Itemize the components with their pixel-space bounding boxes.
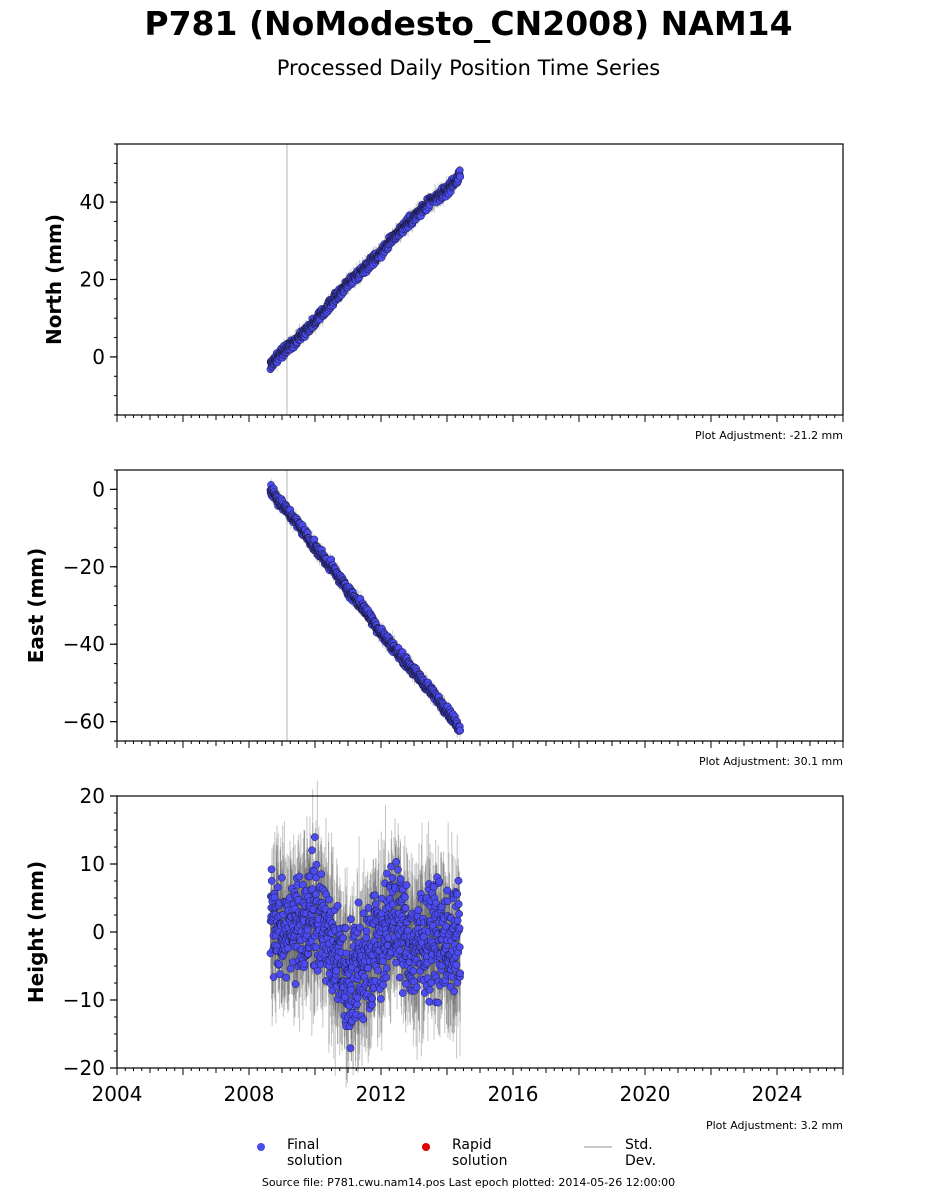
y-tick-label: −20 <box>63 555 105 579</box>
data-point <box>269 973 278 981</box>
data-point <box>282 973 290 982</box>
data-point <box>313 966 322 975</box>
data-point <box>267 877 276 885</box>
east-data-points <box>266 481 465 735</box>
data-point <box>308 846 316 855</box>
y-tick-label: 20 <box>80 268 105 292</box>
data-point <box>456 726 465 735</box>
data-point <box>300 959 309 968</box>
data-point <box>303 926 312 934</box>
data-point <box>310 833 319 841</box>
chart-title: P781 (NoModesto_CN2008) NAM14 <box>144 4 793 43</box>
data-point <box>312 860 321 869</box>
data-point <box>273 883 282 892</box>
data-point <box>286 964 295 973</box>
chart-subtitle: Processed Daily Position Time Series <box>276 56 661 80</box>
height-data-points <box>266 833 465 1052</box>
data-point <box>317 870 326 878</box>
north-axis-label: North (mm) <box>42 214 66 345</box>
y-tick-label: −40 <box>63 632 105 656</box>
y-tick-label: 0 <box>92 345 105 369</box>
y-tick-label: −60 <box>63 710 105 734</box>
east-frame <box>116 469 844 742</box>
data-point <box>270 893 279 902</box>
data-point <box>298 880 307 889</box>
data-point <box>275 960 283 969</box>
data-point <box>295 872 304 881</box>
data-point <box>456 173 465 181</box>
data-point <box>291 980 300 988</box>
north-frame <box>116 143 844 416</box>
data-point <box>312 943 321 952</box>
east-axis-label: East (mm) <box>24 548 48 664</box>
data-point <box>267 865 276 874</box>
y-tick-label: 40 <box>80 190 105 214</box>
y-tick-label: 0 <box>92 477 105 501</box>
data-point <box>276 970 284 979</box>
data-point <box>277 873 286 882</box>
north-data-points <box>266 166 465 374</box>
